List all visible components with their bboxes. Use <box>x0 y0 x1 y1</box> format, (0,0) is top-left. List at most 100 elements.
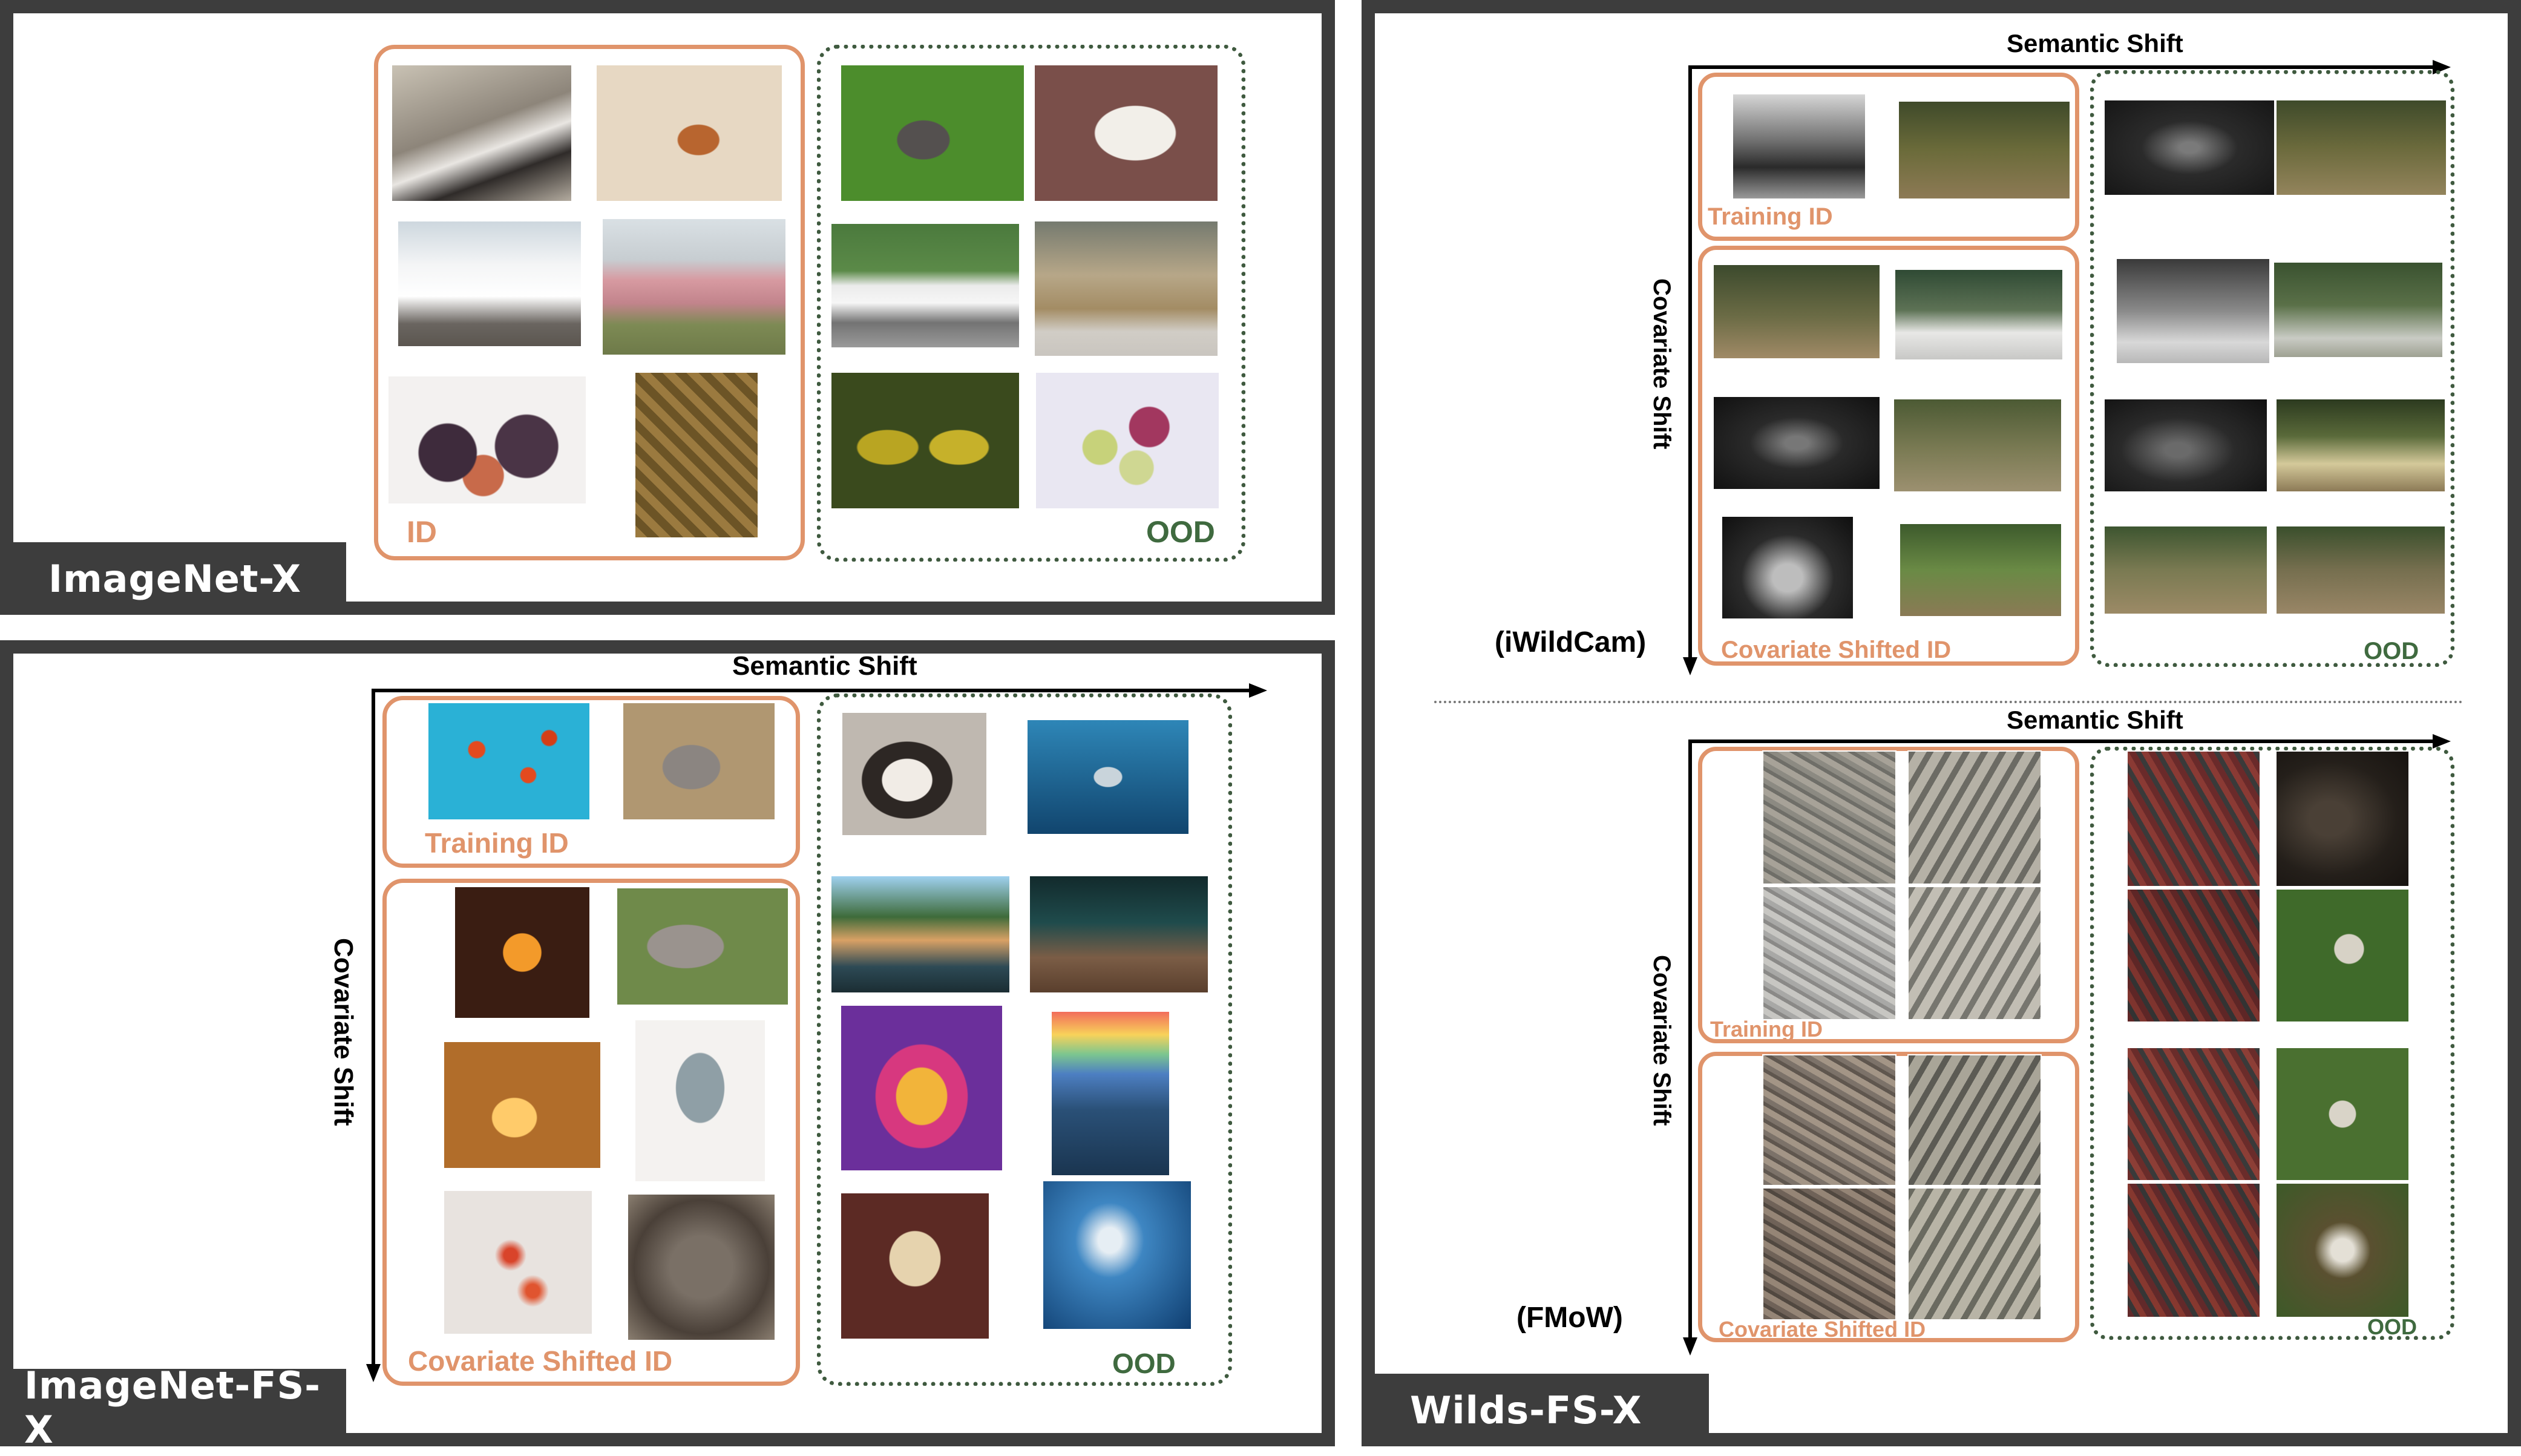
fmow-covariate-axis <box>1688 739 1692 1339</box>
imagenet-x-ood-box <box>817 45 1245 562</box>
fmow-semantic-label: Semantic Shift <box>2007 706 2183 734</box>
fmow-ood-box <box>2090 747 2454 1340</box>
ood-sunlit-camera-icon <box>2275 398 2446 493</box>
fs-covariate-id-label: Covariate Shifted ID <box>408 1345 673 1377</box>
jaguar-day-camera-icon <box>1713 264 1881 359</box>
bird-snow-camera-icon <box>1894 269 2064 361</box>
iwildcam-ood-label: OOD <box>2364 638 2419 664</box>
satellite-highway-grey-icon <box>1907 886 2042 1020</box>
iwildcam-semantic-axis <box>1688 65 2433 69</box>
hairless-dog-photo-icon <box>840 64 1025 202</box>
fmow-ood-label: OOD <box>2367 1314 2418 1339</box>
custard-apple-photo-icon <box>1035 372 1220 510</box>
fs-semantic-arrow <box>1249 683 1267 698</box>
satellite-city-red3-icon <box>2126 1047 2261 1181</box>
iwildcam-covariate-id-label: Covariate Shifted ID <box>1721 637 1952 663</box>
satellite-dark-icon <box>2275 750 2410 887</box>
koala-photo-icon <box>616 887 789 1006</box>
koala-blurred-icon <box>627 1193 776 1341</box>
imagenet-x-tag: ImageNet-X <box>0 542 346 615</box>
fmow-covariate-label: Covariate Shift <box>1648 955 1675 1126</box>
goldfish-blurred-icon <box>443 1190 593 1335</box>
fmow-semantic-arrow <box>2433 734 2451 749</box>
satellite-town-grey-icon <box>1762 886 1896 1020</box>
satellite-highway-shift-icon <box>1907 1054 2042 1186</box>
white-dog-photo-icon <box>1034 64 1219 202</box>
wilds-fs-x-tag: Wilds-FS-X <box>1362 1374 1709 1446</box>
fs-training-id-label: Training ID <box>425 827 569 859</box>
fs-ood-label: OOD <box>1112 1348 1176 1379</box>
satellite-city-red4-icon <box>2126 1182 2261 1318</box>
fmow-dataset-label: (FMoW) <box>1516 1302 1623 1334</box>
jaguar-night-camera-icon <box>1713 396 1881 490</box>
iwildcam-dataset-label: (iWildCam) <box>1495 626 1647 658</box>
satellite-city-red2-icon <box>2126 888 2261 1023</box>
jackfruit-photo-icon <box>830 372 1020 510</box>
bird-camera-icon <box>1898 100 2071 200</box>
satellite-clearing-icon <box>2275 1182 2410 1318</box>
fmow-covariate-id-box <box>1698 1052 2079 1342</box>
iwildcam-training-id-box <box>1698 73 2079 241</box>
satellite-forest2-icon <box>2275 1047 2410 1181</box>
iwildcam-covariate-label: Covariate Shift <box>1648 278 1675 450</box>
goldfish-photo-icon <box>427 702 591 821</box>
goldfish-painting-icon <box>454 886 591 1019</box>
dalmatian-photo-icon <box>391 64 572 202</box>
iwildcam-semantic-label: Semantic Shift <box>2007 29 2183 57</box>
limousine-photo-icon <box>830 223 1020 349</box>
fs-covariate-arrow <box>366 1364 381 1382</box>
wilds-section-divider <box>1434 701 2463 703</box>
chihuahua-sketch-icon <box>840 1192 990 1340</box>
chihuahua-painting-icon <box>840 1005 1003 1172</box>
ood-bw-camera-icon <box>2116 258 2270 364</box>
shark-painting-icon <box>1051 1011 1170 1176</box>
iwildcam-covariate-id-box <box>1698 246 2079 666</box>
chihuahua-outdoor-icon <box>830 875 1011 994</box>
fmow-covariate-id-label: Covariate Shifted ID <box>1719 1317 1926 1342</box>
corgi-photo-icon <box>595 64 783 202</box>
satellite-town-shift2-icon <box>1762 1187 1896 1320</box>
fs-training-id-box <box>382 696 800 868</box>
imagenet-x-id-label: ID <box>407 515 437 549</box>
goldfish-art-icon <box>443 1041 602 1169</box>
shark-photo-icon <box>1026 719 1190 835</box>
pink-car-photo-icon <box>602 218 787 356</box>
satellite-highway-shift2-icon <box>1907 1187 2042 1320</box>
iwildcam-covariate-axis <box>1688 65 1692 658</box>
shark-blurred-icon <box>1042 1180 1192 1330</box>
fs-covariate-label: Covariate Shift <box>329 938 358 1126</box>
ood-night-ground-camera-icon <box>2103 398 2268 493</box>
fmow-semantic-axis <box>1688 739 2433 743</box>
ambulance-photo-icon <box>397 220 582 347</box>
shark-aquarium-icon <box>1029 875 1209 994</box>
satellite-town-shift-icon <box>1762 1054 1896 1186</box>
fmow-covariate-arrow <box>1683 1337 1697 1356</box>
iwildcam-covariate-arrow <box>1683 657 1697 675</box>
vw-van-photo-icon <box>1034 220 1219 357</box>
satellite-forest-icon <box>2275 888 2410 1023</box>
bird-forest-camera-icon <box>1899 523 2062 617</box>
fs-covariate-axis <box>372 689 375 1366</box>
koala-drawing-icon <box>634 1019 766 1182</box>
imagenet-fs-x-tag: ImageNet-FS-X <box>0 1363 346 1452</box>
satellite-town-icon <box>1762 750 1896 885</box>
imagenet-x-id-box <box>374 45 805 560</box>
fmow-training-id-label: Training ID <box>1710 1017 1823 1041</box>
ood-leaves2-camera-icon <box>2275 525 2446 615</box>
iwildcam-ood-box <box>2090 70 2454 667</box>
imagenet-x-ood-label: OOD <box>1146 515 1215 549</box>
figs-photo-icon <box>387 375 587 505</box>
iwildcam-training-id-label: Training ID <box>1708 203 1833 230</box>
bird-dusk-camera-icon <box>1893 398 2062 493</box>
ood-bird-camera-icon <box>2275 99 2447 196</box>
chihuahua-photo-icon <box>841 712 988 836</box>
ood-leaves-camera-icon <box>2103 525 2268 615</box>
pineapples-photo-icon <box>634 372 759 539</box>
jaguar-bw-camera-icon <box>1732 93 1866 200</box>
fs-ood-box <box>817 694 1232 1386</box>
fs-semantic-axis <box>372 689 1249 692</box>
fs-covariate-id-box <box>382 879 800 1386</box>
ood-night-camera-icon <box>2103 99 2275 196</box>
jaguar-ir-camera-icon <box>1721 516 1854 620</box>
satellite-city-red-icon <box>2126 750 2261 887</box>
